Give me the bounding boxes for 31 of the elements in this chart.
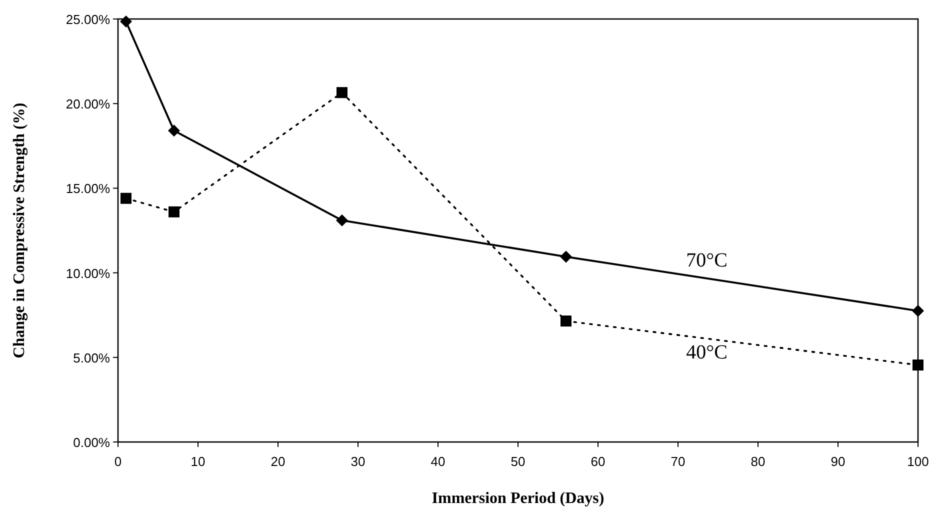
- point: [336, 214, 348, 226]
- point: [120, 16, 132, 28]
- y-tick-label: 20.00%: [66, 96, 110, 112]
- x-axis-title: Immersion Period (Days): [432, 490, 604, 507]
- x-tick-label: 0: [114, 454, 122, 469]
- x-tick-label: 50: [510, 454, 526, 469]
- series-label: 40°C: [686, 342, 728, 364]
- y-tick-label: 15.00%: [66, 181, 110, 196]
- point: [560, 316, 572, 327]
- point: [912, 360, 924, 371]
- x-tick-label: 10: [190, 454, 206, 469]
- x-tick-label: 100: [907, 454, 929, 469]
- point: [168, 206, 180, 218]
- y-tick-label: 10.00%: [66, 266, 110, 281]
- point: [168, 124, 180, 137]
- point: [912, 304, 924, 317]
- x-tick-label: 90: [830, 454, 846, 469]
- x-tick-label: 80: [750, 454, 766, 469]
- point: [560, 250, 572, 263]
- series-label: 70°C: [686, 249, 728, 272]
- x-tick-label: 20: [270, 454, 286, 469]
- point: [120, 192, 132, 204]
- point: [336, 87, 348, 98]
- y-tick-label: 5.00%: [73, 350, 110, 366]
- x-tick-label: 70: [670, 454, 686, 469]
- y-tick-label: 0.00%: [73, 435, 110, 450]
- y-axis-title: Change in Compressive Strength (%): [11, 102, 28, 358]
- y-tick-label: 25.00%: [66, 12, 110, 27]
- x-tick-label: 60: [590, 454, 606, 469]
- x-tick-label: 30: [350, 454, 366, 469]
- x-tick-label: 40: [430, 454, 446, 469]
